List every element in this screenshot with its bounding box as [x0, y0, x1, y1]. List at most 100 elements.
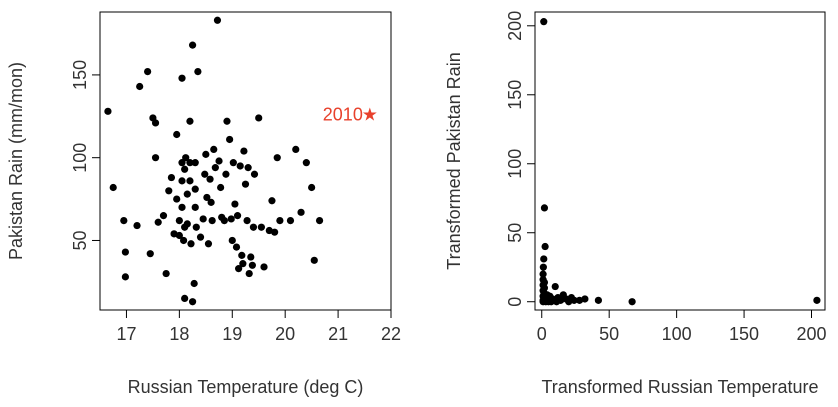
data-point	[302, 159, 310, 167]
data-point	[235, 265, 243, 273]
x-tick-label: 21	[328, 324, 348, 344]
data-point	[178, 74, 186, 82]
x-tick-label: 22	[381, 324, 401, 344]
data-point	[165, 187, 173, 195]
data-point	[217, 183, 225, 192]
right-points	[539, 18, 821, 306]
data-point	[244, 164, 252, 172]
data-point	[541, 242, 549, 251]
data-point	[162, 269, 170, 278]
data-point	[186, 117, 194, 125]
data-point	[315, 217, 324, 225]
data-point	[297, 208, 305, 216]
data-point	[540, 204, 549, 212]
x-tick-label: 20	[275, 324, 295, 344]
data-point	[249, 223, 258, 231]
data-point	[109, 183, 117, 192]
data-point	[133, 221, 141, 230]
left-points	[104, 16, 324, 306]
data-point	[228, 236, 236, 245]
left-y-axis: 50 100 150	[70, 60, 101, 250]
data-point	[220, 217, 228, 225]
x-tick-label: 18	[169, 324, 189, 344]
data-point	[190, 279, 198, 288]
annotation-2010-star-icon: ★	[362, 105, 378, 125]
data-point	[178, 177, 186, 185]
x-tick-label: 200	[796, 324, 826, 344]
right-y-axis: 0 50 100 150 200	[505, 11, 536, 307]
data-point	[146, 250, 154, 258]
data-point	[581, 295, 589, 303]
data-point	[231, 200, 239, 208]
data-point	[104, 107, 112, 115]
right-x-axis: 0 50 100 150 200	[537, 309, 827, 344]
data-point	[232, 243, 241, 251]
data-point	[191, 203, 199, 211]
data-point	[186, 159, 194, 167]
data-point	[248, 261, 256, 269]
data-point	[210, 145, 218, 154]
y-tick-label: 150	[505, 80, 525, 110]
data-point	[215, 157, 223, 165]
data-point	[188, 298, 197, 306]
data-point	[539, 263, 547, 271]
x-tick-label: 150	[729, 324, 759, 344]
data-point	[233, 212, 242, 220]
data-point	[199, 215, 207, 223]
data-point	[136, 82, 144, 91]
data-point	[179, 236, 188, 245]
data-point	[121, 273, 129, 281]
x-tick-label: 0	[537, 324, 547, 344]
x-tick-label: 17	[116, 324, 136, 344]
data-point	[203, 193, 211, 202]
data-point	[551, 282, 559, 291]
data-point	[247, 253, 255, 261]
data-point	[241, 180, 250, 188]
data-point	[175, 231, 183, 240]
data-point	[245, 269, 253, 278]
data-point	[239, 260, 247, 268]
data-point	[223, 117, 231, 125]
y-tick-label: 150	[70, 60, 90, 90]
data-point	[308, 183, 316, 192]
data-point	[813, 296, 821, 304]
data-point	[594, 296, 602, 304]
data-point	[121, 248, 129, 256]
data-point	[208, 217, 216, 225]
left-x-axis: 17 18 19 20 21 22	[116, 309, 401, 344]
data-point	[540, 278, 549, 287]
data-point	[196, 233, 205, 241]
data-point	[243, 217, 251, 225]
data-point	[182, 154, 190, 162]
data-point	[151, 154, 160, 162]
y-tick-label: 100	[70, 143, 90, 173]
data-point	[540, 255, 548, 263]
left-x-axis-label: Russian Temperature (deg C)	[128, 377, 364, 397]
data-point	[557, 296, 565, 304]
annotation-2010: 2010 ★	[323, 105, 378, 125]
data-point	[226, 135, 234, 144]
data-point	[286, 217, 295, 225]
data-point	[201, 170, 209, 178]
data-point	[178, 159, 186, 167]
x-tick-label: 100	[662, 324, 692, 344]
data-point	[194, 68, 202, 76]
x-tick-label: 50	[599, 324, 619, 344]
data-point	[191, 159, 199, 167]
data-point	[229, 159, 237, 167]
data-point	[273, 154, 281, 162]
y-tick-label: 50	[505, 223, 525, 243]
data-point	[227, 215, 235, 223]
data-point	[260, 263, 268, 271]
data-point	[250, 170, 259, 178]
data-point	[211, 164, 219, 172]
data-point	[186, 177, 194, 185]
data-point	[175, 217, 183, 225]
data-point	[540, 284, 549, 292]
data-point	[183, 220, 191, 228]
data-point	[575, 296, 584, 304]
data-point	[173, 130, 181, 139]
data-point	[207, 198, 215, 206]
data-point	[154, 218, 162, 226]
